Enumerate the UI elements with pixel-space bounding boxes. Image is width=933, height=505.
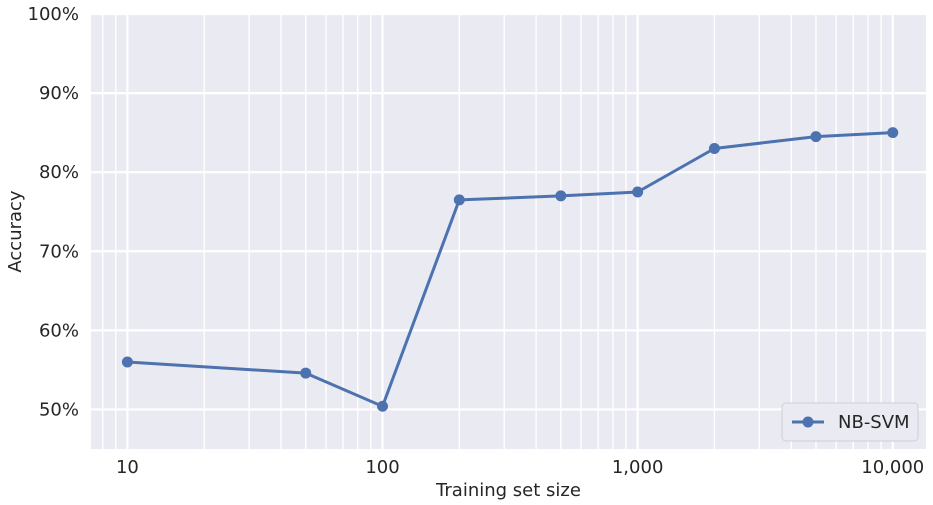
data-point <box>300 367 312 379</box>
y-tick-label: 50% <box>39 399 79 420</box>
y-axis-title: Accuracy <box>5 190 26 273</box>
major-gridlines <box>91 12 926 449</box>
x-tick-label: 100 <box>365 457 399 478</box>
x-tick-label: 10,000 <box>861 457 924 478</box>
data-point <box>887 127 899 139</box>
data-point <box>377 400 389 412</box>
plot-area <box>91 14 926 449</box>
x-tick-label: 1,000 <box>612 457 664 478</box>
data-point <box>453 194 465 206</box>
y-tick-label: 90% <box>39 83 79 104</box>
legend-box <box>781 402 919 442</box>
legend-label: NB-SVM <box>838 412 910 433</box>
data-point <box>555 190 567 202</box>
x-tick-label: 10 <box>116 457 139 478</box>
x-axis-title: Training set size <box>435 480 581 501</box>
data-point <box>121 356 133 368</box>
data-point <box>708 142 720 154</box>
minor-gridlines <box>101 14 882 449</box>
y-tick-label: 80% <box>39 162 79 183</box>
data-point <box>810 131 822 143</box>
series-layer <box>121 127 899 412</box>
y-tick-label: 70% <box>39 241 79 262</box>
y-tick-label: 100% <box>28 4 79 25</box>
legend: NB-SVM <box>781 402 919 442</box>
data-point <box>632 186 644 198</box>
y-axis-tick-labels: 50% 60% 70% 80% 90% 100% <box>28 4 79 420</box>
legend-swatch-marker <box>802 416 814 428</box>
y-tick-label: 60% <box>39 320 79 341</box>
x-axis-tick-labels: 10 100 1,000 10,000 <box>116 457 924 478</box>
